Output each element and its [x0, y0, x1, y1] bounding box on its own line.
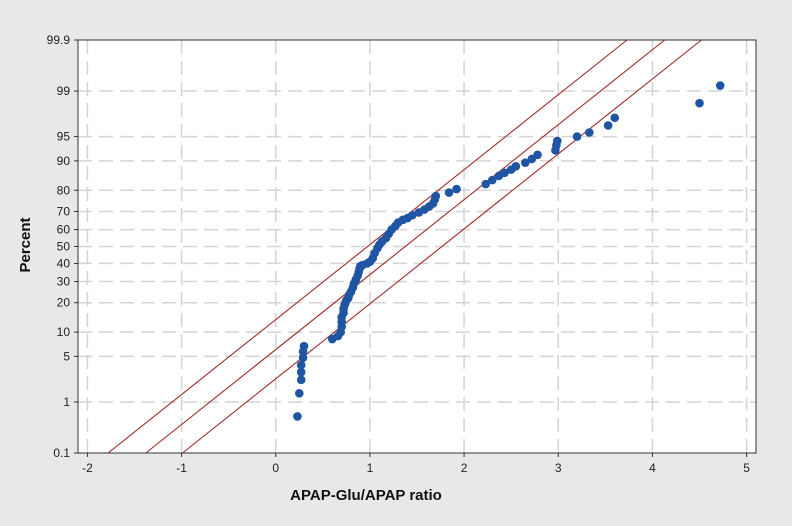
data-point [298, 353, 308, 363]
data-point [500, 168, 509, 178]
x-tick-label: -2 [82, 461, 93, 475]
data-point [603, 121, 613, 130]
data-point [572, 132, 582, 141]
data-point [293, 412, 302, 421]
x-tick-label: 0 [272, 461, 279, 475]
x-tick-label: -1 [176, 461, 187, 475]
x-tick-label: 4 [649, 461, 656, 475]
plot-border [77, 39, 757, 454]
fit-lines [107, 39, 702, 454]
fit-line-1 [107, 39, 628, 454]
data-point [488, 175, 497, 185]
data-point [431, 191, 441, 201]
data-point [533, 150, 542, 160]
data-point [520, 158, 530, 168]
data-point [610, 113, 620, 123]
data-point [481, 179, 491, 189]
data-point [695, 98, 704, 108]
data-point [299, 341, 309, 351]
data-point [511, 161, 521, 171]
data-point [715, 81, 725, 90]
data-point [553, 136, 562, 146]
data-point [452, 184, 461, 194]
y-tick-label: 0.1 [53, 446, 70, 460]
data-point [296, 375, 306, 385]
y-tick-label: 95 [57, 130, 71, 144]
y-tick-label: 50 [57, 240, 71, 254]
data-point [407, 210, 417, 220]
x-tick-label: 2 [461, 461, 468, 475]
fit-line-2 [145, 39, 666, 454]
y-tick-label: 99.9 [47, 33, 71, 47]
fit-line-3 [182, 39, 702, 454]
y-tick-label: 99 [57, 84, 71, 98]
x-tick-label: 1 [367, 461, 374, 475]
data-point [444, 188, 454, 197]
data-point [296, 360, 306, 370]
x-tick-label: 3 [555, 461, 562, 475]
y-axis-title: Percent [17, 217, 34, 272]
y-tick-label: 30 [57, 275, 71, 289]
y-axis-ticks: 0.1 1 5 10 20 30 40 50 60 70 80 90 95 99 99.9 [47, 33, 78, 460]
y-tick-label: 20 [57, 296, 71, 310]
gridlines [78, 40, 756, 453]
data-point [296, 367, 306, 377]
y-tick-label: 5 [63, 349, 70, 363]
x-tick-label: 5 [743, 461, 750, 475]
y-tick-label: 60 [57, 223, 71, 237]
y-tick-label: 70 [57, 204, 71, 218]
y-tick-label: 40 [57, 256, 71, 270]
y-tick-label: 1 [63, 395, 70, 409]
x-axis-ticks: -2 -1 0 1 2 3 4 5 [82, 453, 750, 475]
data-point [585, 128, 594, 137]
data-point [294, 389, 304, 398]
y-tick-label: 10 [57, 325, 71, 339]
y-tick-label: 90 [57, 154, 71, 168]
y-tick-label: 80 [57, 183, 71, 197]
data-points [293, 81, 725, 421]
x-axis-title: APAP-Glu/APAP ratio [290, 487, 442, 504]
